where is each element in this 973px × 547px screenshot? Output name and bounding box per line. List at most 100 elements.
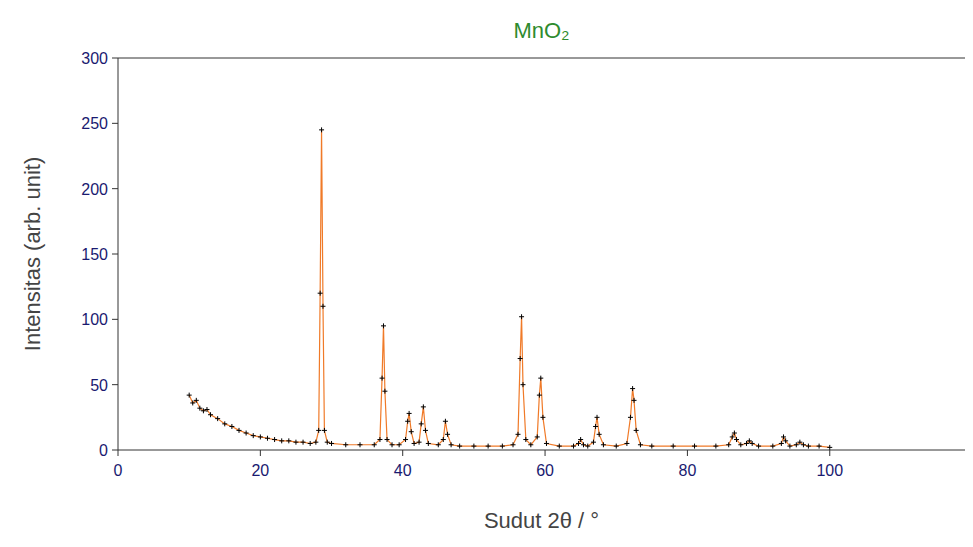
- data-point: [671, 444, 676, 449]
- data-point: [325, 440, 330, 445]
- data-point: [419, 421, 424, 426]
- x-tick: [545, 450, 546, 456]
- y-tick: [112, 450, 118, 451]
- x-tick: [687, 450, 688, 456]
- data-point: [801, 442, 806, 447]
- data-point: [229, 424, 234, 429]
- y-tick-label: 50: [90, 377, 108, 394]
- data-point: [237, 428, 242, 433]
- data-point: [405, 419, 410, 424]
- data-point: [628, 415, 633, 420]
- data-point: [407, 411, 412, 416]
- data-point: [215, 416, 220, 421]
- plot-area: [187, 127, 833, 450]
- data-point: [595, 415, 600, 420]
- x-tick: [829, 450, 830, 456]
- data-point: [457, 444, 462, 449]
- data-point: [426, 441, 431, 446]
- data-point: [319, 127, 324, 132]
- data-point: [279, 438, 284, 443]
- data-point: [770, 444, 775, 449]
- data-point: [787, 444, 792, 449]
- data-point: [318, 291, 323, 296]
- data-point: [222, 421, 227, 426]
- data-point: [443, 419, 448, 424]
- data-point: [638, 442, 643, 447]
- data-point: [817, 444, 822, 449]
- data-point: [381, 323, 386, 328]
- data-point: [747, 438, 752, 443]
- data-point: [397, 442, 402, 447]
- data-point: [520, 382, 525, 387]
- y-tick-label: 200: [81, 181, 108, 198]
- data-point: [194, 398, 199, 403]
- data-point: [441, 437, 446, 442]
- data-point: [372, 442, 377, 447]
- data-point: [486, 444, 491, 449]
- data-point: [537, 393, 542, 398]
- data-point: [528, 442, 533, 447]
- data-point: [806, 444, 811, 449]
- data-point: [734, 437, 739, 442]
- data-point: [794, 442, 799, 447]
- data-point: [204, 407, 209, 412]
- data-point: [516, 432, 521, 437]
- y-tick: [112, 319, 118, 320]
- data-point: [750, 441, 755, 446]
- data-point: [251, 433, 256, 438]
- title: MnO₂: [513, 18, 569, 43]
- data-point: [632, 398, 637, 403]
- data-point: [756, 444, 761, 449]
- data-point: [197, 406, 202, 411]
- data-point: [423, 428, 428, 433]
- data-point: [244, 431, 249, 436]
- x-tick-label: 20: [251, 462, 269, 479]
- data-point: [518, 356, 523, 361]
- data-point: [827, 445, 832, 450]
- data-point: [634, 428, 639, 433]
- data-point: [258, 434, 263, 439]
- data-point: [322, 428, 327, 433]
- data-point: [783, 438, 788, 443]
- data-point: [272, 437, 277, 442]
- data-point: [540, 415, 545, 420]
- data-point: [343, 442, 348, 447]
- data-point: [535, 434, 540, 439]
- data-point: [779, 441, 784, 446]
- data-point: [313, 440, 318, 445]
- y-tick: [112, 384, 118, 385]
- x-tick: [260, 450, 261, 456]
- data-point: [358, 442, 363, 447]
- data-point: [601, 442, 606, 447]
- data-point: [523, 437, 528, 442]
- data-point: [436, 442, 441, 447]
- data-point: [380, 376, 385, 381]
- data-point: [630, 386, 635, 391]
- x-tick-label: 100: [816, 462, 843, 479]
- data-point: [187, 393, 192, 398]
- y-tick-label: 250: [81, 115, 108, 132]
- data-point: [208, 412, 213, 417]
- data-point: [538, 376, 543, 381]
- chart: 050100150200250300020406080100MnO₂Sudut …: [0, 0, 973, 547]
- data-point: [519, 314, 524, 319]
- data-point: [585, 444, 590, 449]
- data-point: [286, 438, 291, 443]
- data-point: [293, 440, 298, 445]
- x-tick-label: 0: [114, 462, 123, 479]
- y-axis-title: Intensitas (arb. unit): [20, 157, 45, 351]
- x-axis: [118, 450, 965, 451]
- x-tick-label: 40: [394, 462, 412, 479]
- data-point: [390, 442, 395, 447]
- data-point: [738, 442, 743, 447]
- data-point: [578, 437, 583, 442]
- data-point: [597, 432, 602, 437]
- y-tick: [112, 254, 118, 255]
- data-point: [614, 444, 619, 449]
- data-point: [624, 441, 629, 446]
- data-point: [377, 437, 382, 442]
- data-point: [732, 431, 737, 436]
- data-point: [409, 429, 414, 434]
- data-point: [301, 440, 306, 445]
- data-point: [308, 441, 313, 446]
